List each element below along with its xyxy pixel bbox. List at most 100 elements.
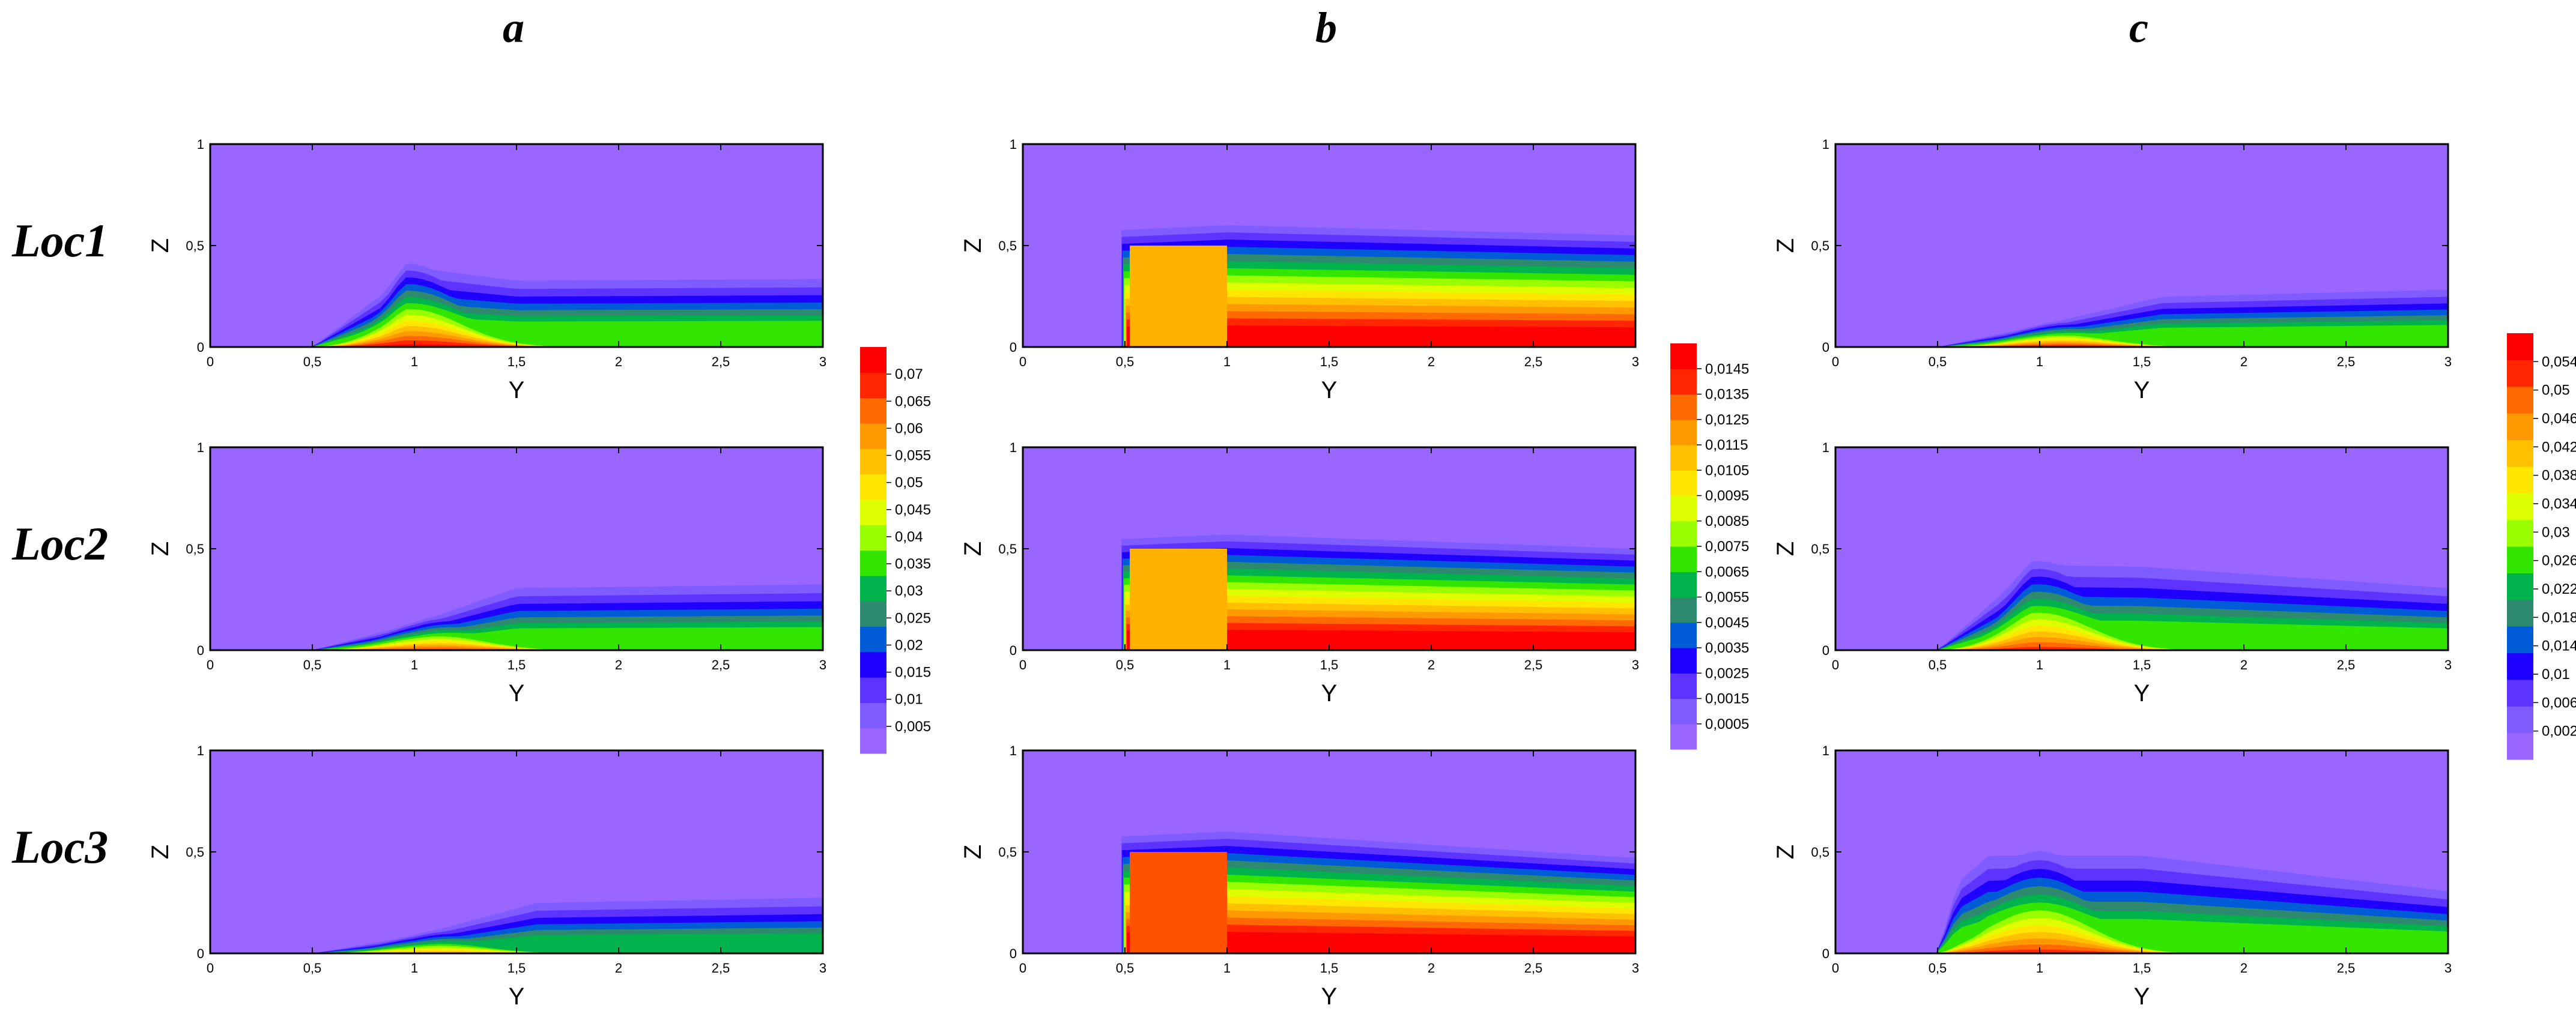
x-axis-title: Y [2134, 983, 2150, 1010]
colorbar-bin [860, 474, 886, 500]
colorbar-bin [2507, 706, 2533, 734]
colorbar-tick-label: 0,07 [895, 366, 923, 382]
x-tick-label: 3 [2444, 657, 2452, 672]
colorbar-tick-label: 0,026 [2542, 553, 2576, 569]
colorbar-bin [2507, 466, 2533, 493]
colorbar-tick-label: 0,065 [895, 393, 931, 409]
contour-field [1023, 750, 1635, 953]
y-tick-label: 0 [1822, 946, 1829, 961]
colorbar-bin [2507, 573, 2533, 600]
x-axis-title: Y [2134, 377, 2150, 403]
x-tick-label: 3 [819, 657, 826, 672]
y-axis-title: Z [147, 542, 174, 556]
panel-c-loc1: 0 0,5 1 1,5 2 2,5 3 0 0,5 1 Y Z [1772, 137, 2452, 403]
x-tick-label: 2,5 [2337, 657, 2356, 672]
contour-panels: 0 0,5 1 1,5 2 2,5 3 0 0,5 1 Y Z 0 0,5 1 1,5 2 2,5 3 0 0,5 1 Y Z… [147, 137, 2452, 1010]
colorbar-tick-label: 0,0095 [1705, 488, 1749, 504]
contour-block [1130, 852, 1227, 953]
y-tick-label: 1 [1010, 137, 1017, 152]
contour-block-shade [1130, 549, 1227, 650]
x-tick-label: 0 [1019, 657, 1026, 672]
x-tick-label: 0 [1019, 354, 1026, 369]
colorbar-bin [2507, 413, 2533, 441]
y-tick-label: 1 [1010, 440, 1017, 455]
x-tick-label: 1,5 [508, 354, 526, 369]
y-tick-label: 1 [1822, 743, 1829, 758]
y-tick-label: 0,5 [998, 238, 1017, 253]
colorbar-bin [1670, 495, 1697, 522]
colorbar-tick-label: 0,015 [895, 665, 931, 681]
panel-c-loc2: 0 0,5 1 1,5 2 2,5 3 0 0,5 1 Y Z [1772, 440, 2452, 707]
y-tick-label: 0,5 [998, 845, 1017, 860]
colorbar-bin [860, 651, 886, 678]
colorbar-tick-label: 0,0015 [1705, 691, 1749, 707]
colorbar-bin [2507, 626, 2533, 654]
y-axis-title: Z [960, 845, 986, 859]
colorbar-tick-label: 0,025 [895, 610, 931, 626]
contour-field [1023, 144, 1635, 347]
y-axis-title: Z [960, 238, 986, 253]
x-tick-label: 2 [2240, 961, 2247, 976]
y-tick-label: 1 [197, 440, 204, 455]
colorbar-bin [1670, 648, 1697, 674]
x-tick-label: 3 [1632, 961, 1639, 976]
colorbar-tick-label: 0,03 [2542, 524, 2570, 540]
x-axis-title: Y [1321, 983, 1338, 1010]
colorbar-tick-label: 0,02 [895, 637, 923, 653]
colorbar-bin [2507, 653, 2533, 680]
contour-block [1130, 246, 1227, 347]
y-tick-label: 0,5 [186, 845, 204, 860]
colorbar-tick-label: 0,005 [895, 719, 931, 735]
colorbar-bin [1670, 622, 1697, 648]
colorbar-bin [2507, 439, 2533, 467]
x-tick-label: 1 [2036, 657, 2043, 672]
colorbar-tick-label: 0,034 [2542, 496, 2576, 512]
colorbar-bin [2507, 386, 2533, 414]
x-tick-label: 2 [2240, 354, 2247, 369]
colorbar-tick-label: 0,022 [2542, 581, 2576, 597]
colorbar-tick-label: 0,046 [2542, 411, 2576, 427]
colorbar-bin [1670, 572, 1697, 598]
colorbar-tick-label: 0,05 [895, 475, 923, 491]
y-tick-label: 0,5 [1811, 542, 1829, 557]
panel-a-loc3: 0 0,5 1 1,5 2 2,5 3 0 0,5 1 Y Z [147, 743, 826, 1010]
x-tick-label: 2,5 [1524, 354, 1543, 369]
x-tick-label: 2 [615, 961, 622, 976]
colorbar-bin [860, 626, 886, 653]
y-tick-label: 1 [197, 743, 204, 758]
x-tick-label: 1 [1223, 354, 1231, 369]
contour-field [210, 447, 823, 650]
contour-field [1835, 144, 2448, 347]
y-axis-title: Z [960, 542, 986, 556]
colorbar-bin [860, 525, 886, 551]
x-axis-title: Y [1321, 680, 1338, 707]
contour-field [1835, 447, 2448, 650]
colorbar-tick-label: 0,0125 [1705, 412, 1749, 428]
panel-a-loc2: 0 0,5 1 1,5 2 2,5 3 0 0,5 1 Y Z [147, 440, 826, 707]
colorbar-bin [1670, 445, 1697, 471]
x-tick-label: 0 [207, 961, 214, 976]
y-tick-label: 0 [1010, 643, 1017, 658]
column-label-c: c [2129, 4, 2148, 52]
x-tick-label: 2 [615, 657, 622, 672]
colorbar-bin [1670, 343, 1697, 369]
colorbar-bin [1670, 394, 1697, 420]
x-tick-label: 0,5 [1116, 354, 1135, 369]
x-tick-label: 0,5 [1116, 961, 1135, 976]
colorbar-tick-label: 0,002 [2542, 723, 2576, 740]
x-tick-label: 0,5 [303, 961, 322, 976]
colorbar-bin [1670, 546, 1697, 572]
colorbar-bin [1670, 673, 1697, 699]
x-tick-label: 1 [1223, 961, 1231, 976]
x-tick-label: 2 [1428, 657, 1435, 672]
x-tick-label: 0 [1832, 657, 1839, 672]
y-tick-label: 0,5 [998, 542, 1017, 557]
x-tick-label: 2,5 [1524, 961, 1543, 976]
y-tick-label: 0 [1010, 946, 1017, 961]
colorbar-bin [1670, 369, 1697, 395]
y-tick-label: 1 [197, 137, 204, 152]
x-tick-label: 0,5 [303, 354, 322, 369]
colorbar-tick-label: 0,042 [2542, 439, 2576, 455]
y-tick-label: 0 [197, 946, 204, 961]
